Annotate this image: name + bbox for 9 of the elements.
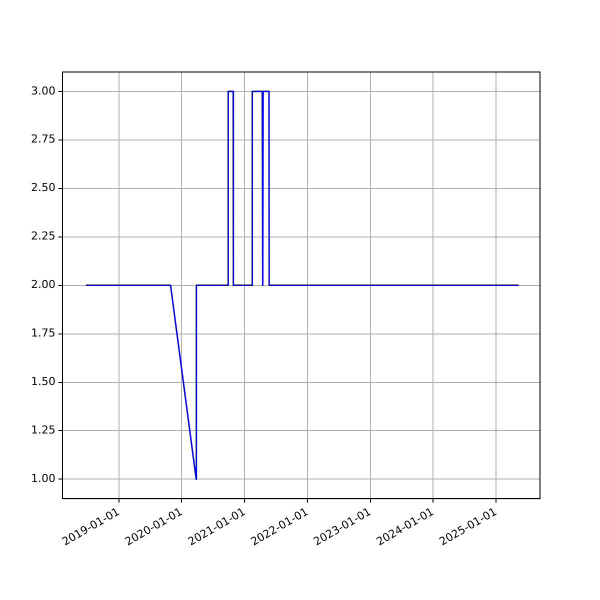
y-tick-label: 2.75	[30, 132, 56, 146]
y-tick-label: 1.00	[30, 472, 56, 486]
y-tick-label: 1.50	[30, 375, 56, 388]
y-tick-label: 2.00	[30, 278, 56, 292]
y-tick-label: 2.50	[30, 181, 56, 194]
y-tick-label: 1.25	[30, 424, 56, 437]
y-tick-label: 1.75	[30, 326, 56, 340]
y-tick-label: 2.25	[30, 230, 56, 243]
y-tick-label: 3.00	[30, 84, 56, 98]
